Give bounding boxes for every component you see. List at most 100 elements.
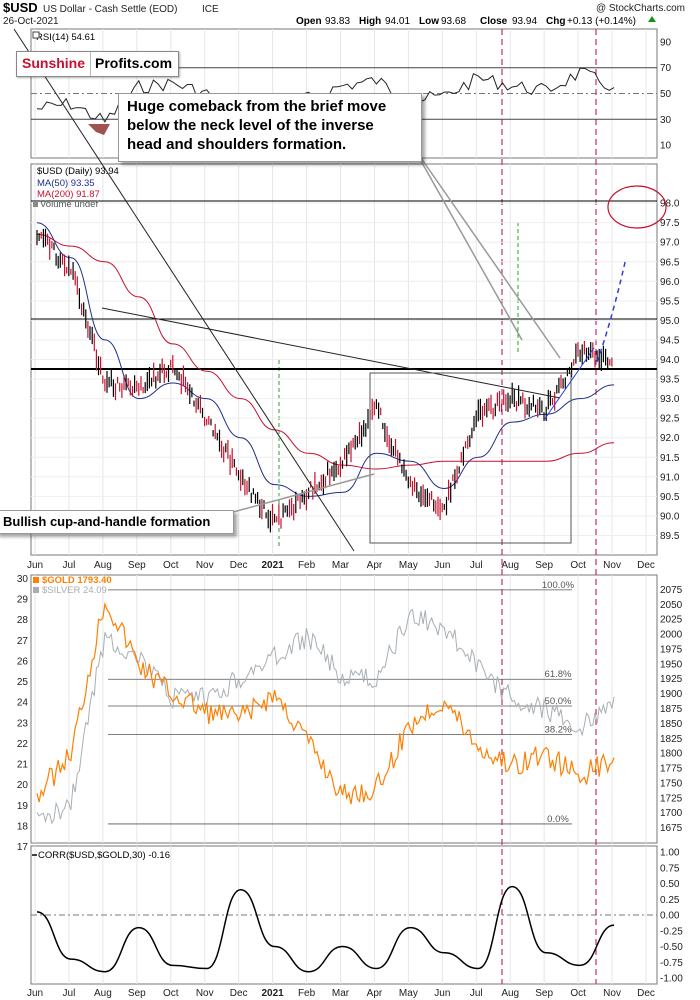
callout-line-2: below the neck level of the inverse — [127, 117, 374, 134]
gold-tick-label: 1675 — [660, 823, 683, 834]
silver-tick-label: 26 — [17, 656, 29, 667]
watermark: @ StockCharts.com — [596, 3, 685, 14]
silver-tick-label: 20 — [17, 780, 29, 791]
corr-x-tick-label: Jun — [434, 988, 450, 999]
fib-label: 38.2% — [545, 725, 572, 736]
up-arrow-icon — [648, 16, 656, 22]
silver-tick-label: 18 — [17, 821, 29, 832]
instrument-name: US Dollar - Cash Settle (EOD) — [43, 4, 177, 15]
handle-line — [543, 347, 595, 421]
price-tick-label: 91.5 — [660, 453, 680, 464]
callout-pointer-3 — [221, 473, 375, 516]
rsi-tick-label: 70 — [660, 63, 672, 74]
silver-tick-label: 17 — [17, 842, 29, 853]
price-tick-label: 96.0 — [660, 277, 680, 288]
chart-date: 26-Oct-2021 — [3, 16, 59, 27]
gold-tick-label: 1750 — [660, 778, 683, 789]
price-x-tick-label: Aug — [501, 560, 519, 571]
price-tick-label: 90.5 — [660, 492, 680, 503]
corr-tick-label: 1.00 — [660, 848, 680, 859]
gold-tick-label: 1925 — [660, 674, 683, 685]
rsi-tick-label: 10 — [660, 141, 672, 152]
silver-tick-label: 30 — [17, 574, 29, 585]
gold-tick-label: 2000 — [660, 630, 683, 641]
price-x-tick-label: Aug — [94, 560, 112, 571]
corr-x-tick-label: May — [399, 988, 418, 999]
corr-x-tick-label: Jun — [27, 988, 43, 999]
corr-x-tick-label: Feb — [298, 988, 316, 999]
gold-tick-label: 1700 — [660, 808, 683, 819]
silver-tick-label: 22 — [17, 739, 29, 750]
rsi-tick-label: 90 — [660, 37, 672, 48]
corr-line — [36, 885, 615, 973]
price-x-tick-label: Sep — [535, 560, 553, 571]
silver-legend: $SILVER 24.09 — [42, 585, 107, 596]
sunshine-profits-logo: Sunshine Profits.com — [16, 51, 180, 77]
price-x-tick-label: Oct — [163, 560, 179, 571]
logo-part-2: Profits.com — [90, 52, 179, 76]
corr-x-tick-label: Sep — [535, 988, 553, 999]
rsi-oversold-fill — [88, 124, 110, 135]
corr-x-tick-label: Oct — [163, 988, 179, 999]
gold-tick-label: 1825 — [660, 734, 683, 745]
gold-line — [36, 601, 615, 805]
price-tick-label: 91.0 — [660, 472, 680, 483]
ma50-legend: MA(50) 93.35 — [37, 178, 95, 189]
open-value: 93.83 — [325, 16, 350, 27]
silver-line — [36, 608, 615, 825]
silver-legend-icon — [33, 587, 39, 593]
price-x-tick-label: Apr — [367, 560, 383, 571]
price-tick-label: 95.5 — [660, 296, 680, 307]
callout-pointer-1 — [411, 144, 523, 341]
gold-tick-label: 1975 — [660, 644, 683, 655]
price-x-tick-label: May — [399, 560, 418, 571]
metals-legend: $GOLD 1793.40 $SILVER 24.09 — [33, 575, 112, 596]
corr-x-tick-label: Mar — [332, 988, 350, 999]
fib-label: 0.0% — [547, 814, 569, 825]
gold-tick-label: 1800 — [660, 749, 683, 760]
price-tick-label: 97.5 — [660, 218, 680, 229]
projection-line — [596, 257, 627, 363]
fib-label: 100.0% — [542, 580, 575, 591]
low-label: Low — [419, 16, 439, 27]
corr-x-tick-label: Dec — [637, 988, 655, 999]
rsi-legend: RSI(14) 54.61 — [36, 32, 95, 43]
gold-legend: $GOLD 1793.40 — [42, 575, 112, 586]
price-x-tick-label: Sep — [128, 560, 146, 571]
corr-x-tick-label: Apr — [367, 988, 383, 999]
volume-legend: Volume undef — [40, 199, 98, 210]
rsi-y-axis: 90 70 50 30 10 — [660, 37, 672, 151]
silver-tick-label: 29 — [17, 595, 29, 606]
cup-handle-callout: Bullish cup-and-handle formation — [0, 510, 234, 534]
silver-tick-label: 24 — [17, 698, 29, 709]
price-tick-label: 97.0 — [660, 238, 680, 249]
symbol-title: $USD — [3, 0, 38, 15]
fibonacci-levels: 100.0% 61.8% 50.0% 38.2% 0.0% — [108, 580, 575, 825]
silver-tick-label: 28 — [17, 615, 29, 626]
price-x-tick-label: Oct — [570, 560, 586, 571]
gold-tick-label: 2025 — [660, 615, 683, 626]
corr-x-tick-label: Aug — [94, 988, 112, 999]
low-value: 93.68 — [441, 16, 466, 27]
price-x-tick-label: Jun — [434, 560, 450, 571]
price-x-axis: Jun Jul Aug Sep Oct Nov Dec 2021 Feb Mar Apr May Jun… — [27, 560, 655, 571]
price-x-tick-label: Dec — [230, 560, 248, 571]
callout-line-3: head and shoulders formation. — [127, 136, 347, 153]
price-tick-label: 90.0 — [660, 511, 680, 522]
corr-x-tick-label: 2021 — [261, 988, 284, 999]
gold-legend-icon — [33, 577, 39, 583]
comeback-callout: Huge comeback from the brief move below … — [118, 93, 422, 162]
price-y-axis: 98.0 97.5 97.0 96.5 96.0 95.5 95.0 94.5 94.0 93.5… — [660, 199, 680, 542]
logo-part-1: Sunshine — [22, 55, 86, 71]
corr-x-tick-label: Nov — [196, 988, 214, 999]
gold-tick-label: 1875 — [660, 704, 683, 715]
volume-legend-icon — [33, 201, 38, 207]
corr-legend: CORR($USD,$GOLD,30) -0.16 — [38, 850, 170, 861]
corr-tick-label: 0.00 — [660, 911, 680, 922]
silver-tick-label: 23 — [17, 718, 29, 729]
price-tick-label: 93.5 — [660, 375, 680, 386]
chg-label: Chg — [546, 16, 565, 27]
corr-tick-label: -0.50 — [660, 942, 683, 953]
